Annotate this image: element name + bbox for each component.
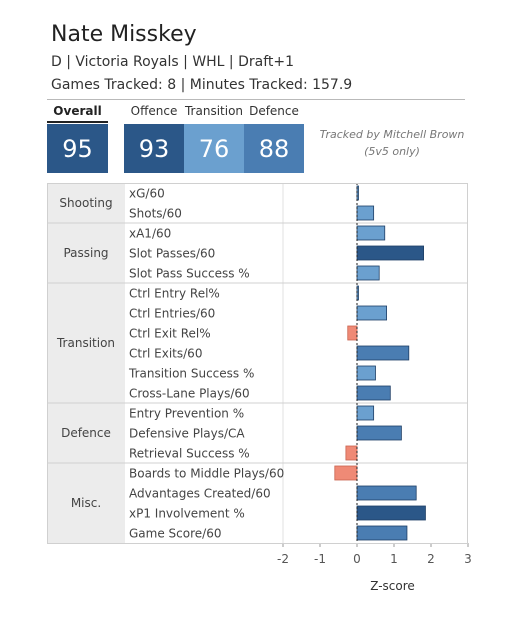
metric-label: Shots/60: [129, 207, 182, 221]
metric-label: Ctrl Entries/60: [129, 307, 215, 321]
tick-label: 3: [464, 552, 472, 566]
metric-label: Cross-Lane Plays/60: [129, 387, 250, 401]
group-cell: [47, 283, 125, 403]
metric-label: Retrieval Success %: [129, 447, 250, 461]
overall-label: Overall: [53, 104, 102, 118]
metric-label: Defensive Plays/CA: [129, 427, 245, 441]
metric-label: Ctrl Exit Rel%: [129, 327, 211, 341]
credit-line-2: (5v5 only): [364, 145, 420, 158]
overall-underline: [47, 121, 108, 123]
transition-label: Transition: [184, 104, 244, 118]
metric-label: Ctrl Exits/60: [129, 347, 202, 361]
metric-label: xA1/60: [129, 227, 171, 241]
metric-label: xG/60: [129, 187, 165, 201]
transition-score: 76: [184, 124, 244, 173]
axis-title: Z-score: [370, 579, 415, 593]
metric-label: Slot Pass Success %: [129, 267, 250, 281]
group-label: Shooting: [59, 196, 112, 210]
metric-label: Boards to Middle Plays/60: [129, 467, 284, 481]
player-name: Nate Misskey: [51, 22, 197, 47]
header-divider: [47, 99, 465, 100]
tracker-credit: Tracked by Mitchell Brown (5v5 only): [312, 126, 472, 160]
defence-label: Defence: [249, 104, 299, 118]
group-cell: [47, 183, 125, 223]
group-label: Transition: [56, 336, 115, 350]
metric-label: Entry Prevention %: [129, 407, 244, 421]
tick-label: 0: [353, 552, 361, 566]
tick-label: 2: [427, 552, 435, 566]
metric-label: Ctrl Entry Rel%: [129, 287, 220, 301]
tick-label: -2: [277, 552, 289, 566]
group-cell: [47, 223, 125, 283]
group-label: Defence: [61, 426, 111, 440]
defence-score: 88: [244, 124, 304, 173]
metric-label: xP1 Involvement %: [129, 507, 245, 521]
metric-label: Transition Success %: [128, 367, 254, 381]
offence-label: Offence: [130, 104, 178, 118]
player-info: D | Victoria Royals | WHL | Draft+1: [51, 54, 295, 70]
metric-label: Game Score/60: [129, 527, 221, 541]
tick-label: 1: [390, 552, 398, 566]
offence-score: 93: [124, 124, 184, 173]
metric-label: Advantages Created/60: [129, 487, 271, 501]
metric-label: Slot Passes/60: [129, 247, 215, 261]
chart-panel-border: [47, 183, 468, 544]
credit-line-1: Tracked by Mitchell Brown: [319, 128, 465, 141]
overall-score: 95: [47, 124, 108, 173]
group-label: Misc.: [71, 496, 101, 510]
tracking-info: Games Tracked: 8 | Minutes Tracked: 157.…: [51, 77, 353, 93]
group-cell: [47, 463, 125, 543]
group-label: Passing: [63, 246, 108, 260]
tick-label: -1: [314, 552, 326, 566]
group-cell: [47, 403, 125, 463]
